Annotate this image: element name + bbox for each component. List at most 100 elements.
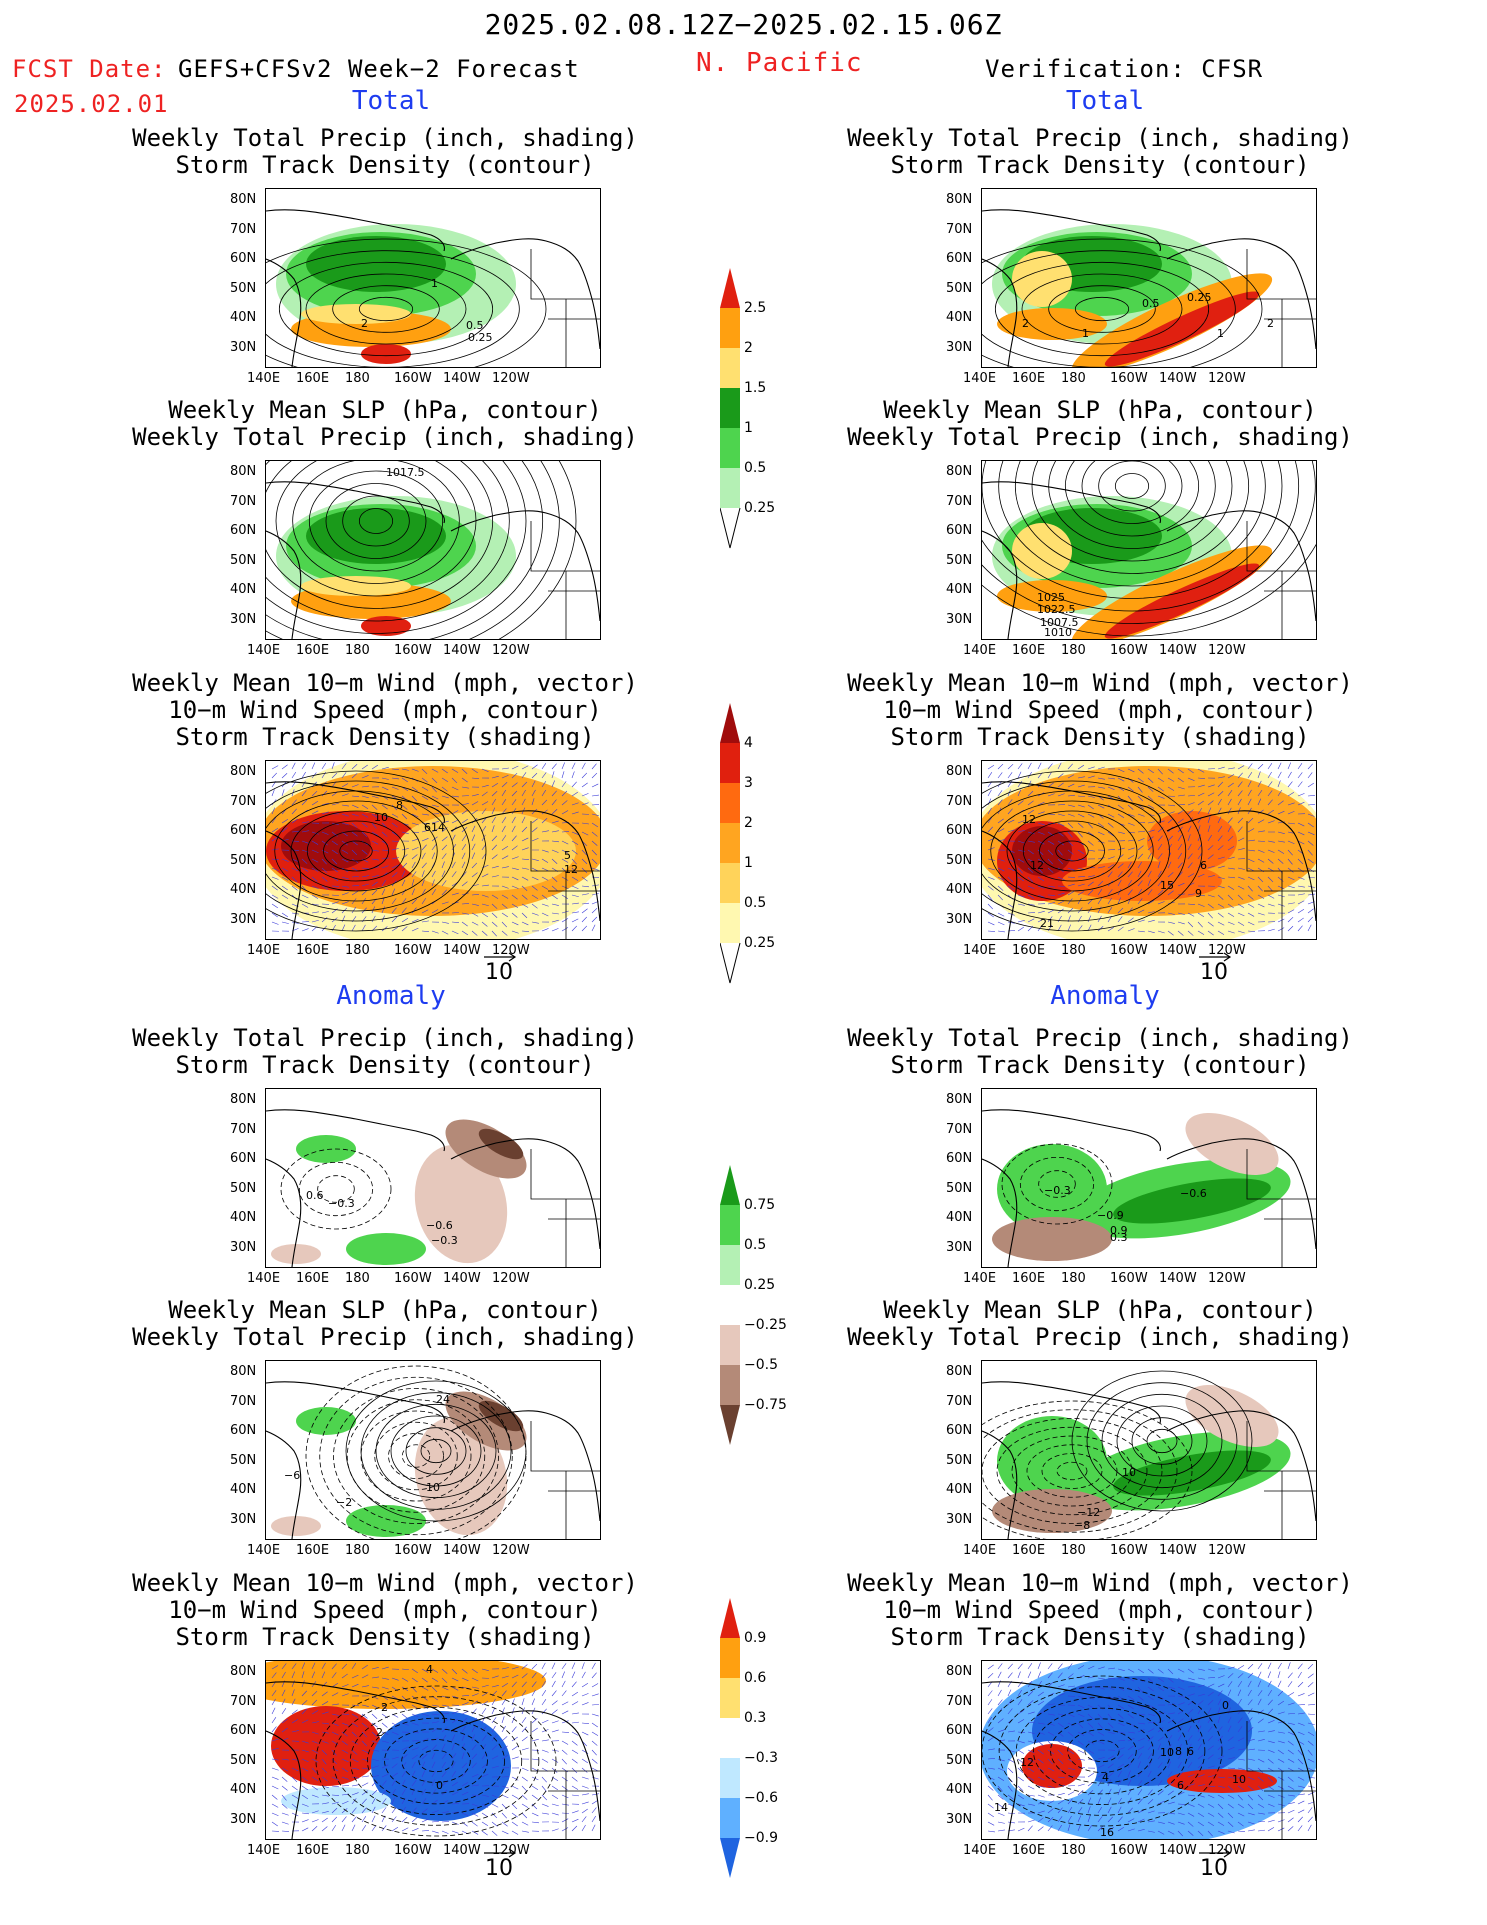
wind-vector bbox=[271, 765, 279, 770]
wind-vector bbox=[491, 930, 497, 937]
political-border bbox=[1246, 521, 1316, 639]
wind-vector bbox=[1127, 1745, 1134, 1751]
wind-vector bbox=[491, 903, 498, 909]
wind-vector bbox=[1187, 809, 1194, 815]
wind-vector bbox=[1037, 1740, 1044, 1746]
wind-vector bbox=[471, 1803, 479, 1807]
wind-vector bbox=[541, 928, 549, 932]
wind-vector bbox=[1287, 762, 1292, 770]
wind-vector bbox=[1057, 1793, 1065, 1796]
wind-vector bbox=[1147, 1695, 1154, 1701]
wind-vector bbox=[997, 858, 1005, 862]
wind-vector bbox=[1187, 1708, 1194, 1715]
wind-vector bbox=[521, 816, 526, 824]
wind-vector bbox=[1227, 930, 1235, 934]
wind-vector bbox=[1127, 928, 1135, 932]
wind-vector bbox=[1057, 1722, 1064, 1728]
wind-vector bbox=[1207, 865, 1215, 869]
wind-vector bbox=[571, 849, 578, 855]
wind-vector bbox=[1217, 1785, 1225, 1788]
wind-vector bbox=[351, 849, 358, 856]
slp-contour bbox=[266, 461, 527, 634]
wind-vector bbox=[471, 1725, 476, 1733]
wind-vector bbox=[291, 799, 297, 806]
wind-vector bbox=[491, 825, 495, 833]
coastline bbox=[982, 1109, 1316, 1267]
wind-vector bbox=[271, 1776, 279, 1780]
wind-vector bbox=[321, 1711, 329, 1715]
wind-vector bbox=[1117, 1731, 1125, 1734]
ref-vector-obs-anom: 10 bbox=[1199, 1848, 1232, 1881]
wind-vector bbox=[301, 821, 309, 824]
wind-vector bbox=[391, 1677, 399, 1681]
wind-vector bbox=[351, 1792, 359, 1796]
wind-vector bbox=[1197, 1684, 1205, 1688]
panel-title-obs-4: Weekly Mean SLP (hPa, contour) Weekly To… bbox=[847, 1296, 1353, 1351]
political-border bbox=[1246, 1721, 1316, 1839]
wind-vector bbox=[1007, 1698, 1012, 1706]
wind-vector bbox=[391, 1827, 399, 1832]
wind-vector bbox=[1057, 773, 1064, 779]
cbar-label: −0.6 bbox=[744, 1790, 778, 1806]
lat-tick-label: 60N bbox=[946, 523, 973, 538]
lat-tick-label: 40N bbox=[230, 882, 257, 897]
wind-vector bbox=[311, 1794, 319, 1798]
wind-vector bbox=[281, 1821, 289, 1825]
wind-vector bbox=[1307, 1824, 1312, 1832]
wind-vector bbox=[1217, 903, 1225, 908]
wind-vector bbox=[381, 888, 386, 896]
wind-vector bbox=[1017, 926, 1024, 932]
wind-vector bbox=[411, 871, 417, 878]
wind-vector bbox=[997, 894, 1004, 901]
wind-vector bbox=[1177, 786, 1185, 790]
lon-tick-label: 180 bbox=[345, 371, 370, 386]
wind-vector bbox=[471, 825, 476, 833]
wind-vector bbox=[997, 799, 1003, 806]
wind-vector bbox=[1137, 1722, 1145, 1725]
wind-vector bbox=[591, 794, 599, 797]
wind-vector bbox=[371, 804, 378, 810]
lat-tick-label: 40N bbox=[230, 1482, 257, 1497]
wind-vector bbox=[1167, 1703, 1175, 1706]
wind-vector bbox=[1207, 1677, 1215, 1679]
wind-vector bbox=[1237, 912, 1245, 917]
map-panel-fc-slp_total: 1017.5 bbox=[265, 460, 601, 640]
anom-shade bbox=[478, 1400, 524, 1432]
wind-vector bbox=[1087, 813, 1095, 818]
wind-vector bbox=[1147, 1721, 1155, 1724]
wind-vector bbox=[1287, 1809, 1295, 1814]
wind-vector bbox=[531, 772, 538, 779]
lat-tick-label: 40N bbox=[946, 882, 973, 897]
wind-vector bbox=[1227, 798, 1232, 806]
wind-vector bbox=[1047, 1800, 1055, 1805]
wind-vector bbox=[371, 1686, 379, 1689]
wind-vector bbox=[371, 889, 378, 896]
wind-vector bbox=[351, 1807, 357, 1814]
wind-vector bbox=[511, 1666, 519, 1670]
slp-contour bbox=[982, 1409, 1178, 1533]
wind-vector bbox=[1187, 921, 1194, 928]
wind-vector bbox=[281, 1671, 286, 1679]
wind-vector bbox=[1157, 1712, 1165, 1715]
wind-vector bbox=[1227, 782, 1234, 788]
speed-contour bbox=[332, 1696, 540, 1826]
wind-vector bbox=[1257, 1812, 1265, 1815]
wind-vector bbox=[1217, 894, 1224, 900]
wind-vector bbox=[1187, 1677, 1195, 1681]
wind-vector bbox=[1137, 795, 1144, 802]
lat-tick-label: 60N bbox=[230, 251, 257, 266]
contour-label: 1 bbox=[431, 277, 438, 290]
wind-vector bbox=[551, 809, 558, 815]
wind-vector bbox=[381, 849, 390, 851]
wind-vector bbox=[551, 858, 558, 864]
wind-vector bbox=[511, 1698, 515, 1706]
wind-vector bbox=[1177, 818, 1184, 824]
wind-vector bbox=[561, 1794, 569, 1799]
wind-vector bbox=[1297, 1704, 1306, 1706]
wind-vector bbox=[391, 768, 399, 770]
wind-vector bbox=[511, 1745, 518, 1751]
wind-vector bbox=[291, 912, 299, 915]
wind-vector bbox=[321, 849, 329, 854]
wind-vector bbox=[1237, 1767, 1245, 1770]
